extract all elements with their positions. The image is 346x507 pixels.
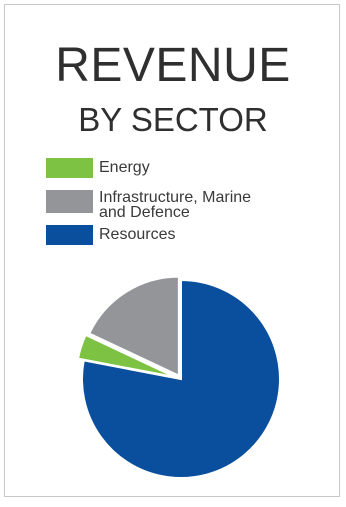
legend-label-energy: Energy	[99, 159, 150, 176]
chart-title-line2: BY SECTOR	[78, 101, 268, 138]
legend-swatch-energy	[46, 158, 93, 178]
legend-label-resources: Resources	[99, 226, 176, 243]
legend-item-energy: Energy	[46, 158, 289, 178]
legend-swatch-resources	[46, 225, 93, 245]
legend-item-infrastructure: Infrastructure, Marine and Defence	[46, 189, 289, 221]
chart-title-line1: REVENUE	[55, 39, 291, 92]
pie-slice-energy	[76, 333, 176, 379]
legend-label-infrastructure: Infrastructure, Marine and Defence	[99, 189, 252, 221]
legend-item-resources: Resources	[46, 225, 289, 245]
legend-swatch-infrastructure	[46, 190, 93, 213]
pie-slice-infrastructure	[87, 275, 180, 378]
pie-slice-resources	[81, 278, 281, 479]
